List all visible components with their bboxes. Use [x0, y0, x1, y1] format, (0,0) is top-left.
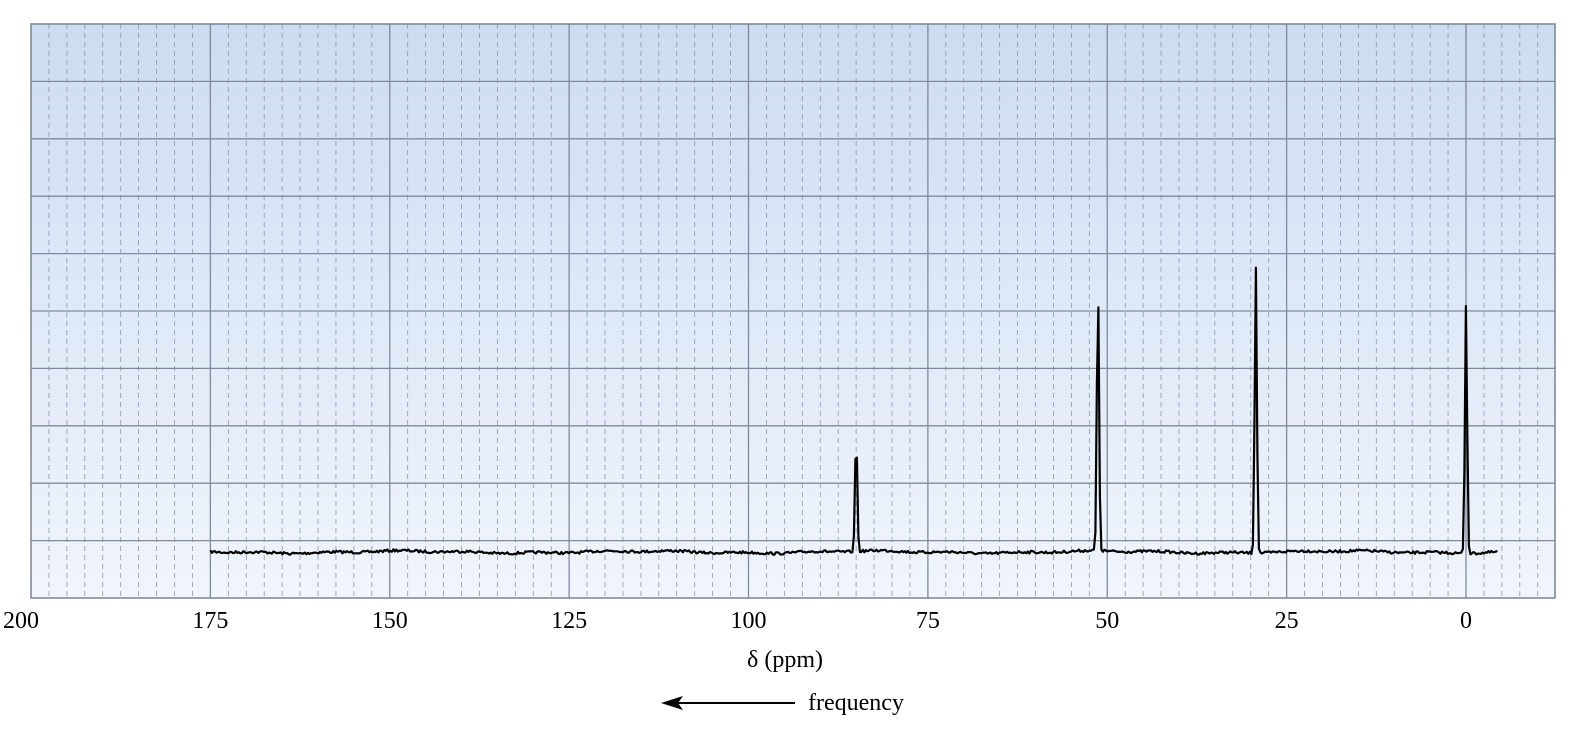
x-tick-label: 75: [916, 608, 940, 634]
x-tick-label: 125: [551, 608, 587, 634]
x-tick-label: 25: [1275, 608, 1299, 634]
x-axis-title: δ (ppm): [747, 647, 823, 673]
x-tick-labels: 200 175 150 125 100 75 50 25 0: [3, 608, 1472, 634]
x-tick-label: 200: [3, 608, 39, 634]
major-grid: [31, 24, 1555, 598]
frequency-label: frequency: [808, 690, 904, 716]
frequency-arrow-head: [661, 696, 683, 710]
plot-frame: [30, 23, 1556, 599]
x-tick-label: 0: [1460, 608, 1472, 634]
x-tick-label: 175: [192, 608, 228, 634]
frequency-annotation: frequency: [661, 690, 904, 716]
x-tick-label: 50: [1095, 608, 1119, 634]
minor-grid: [48, 24, 1539, 598]
x-tick-label: 150: [372, 608, 408, 634]
spectrum-trace: [209, 266, 1498, 556]
x-tick-label: 100: [731, 608, 767, 634]
